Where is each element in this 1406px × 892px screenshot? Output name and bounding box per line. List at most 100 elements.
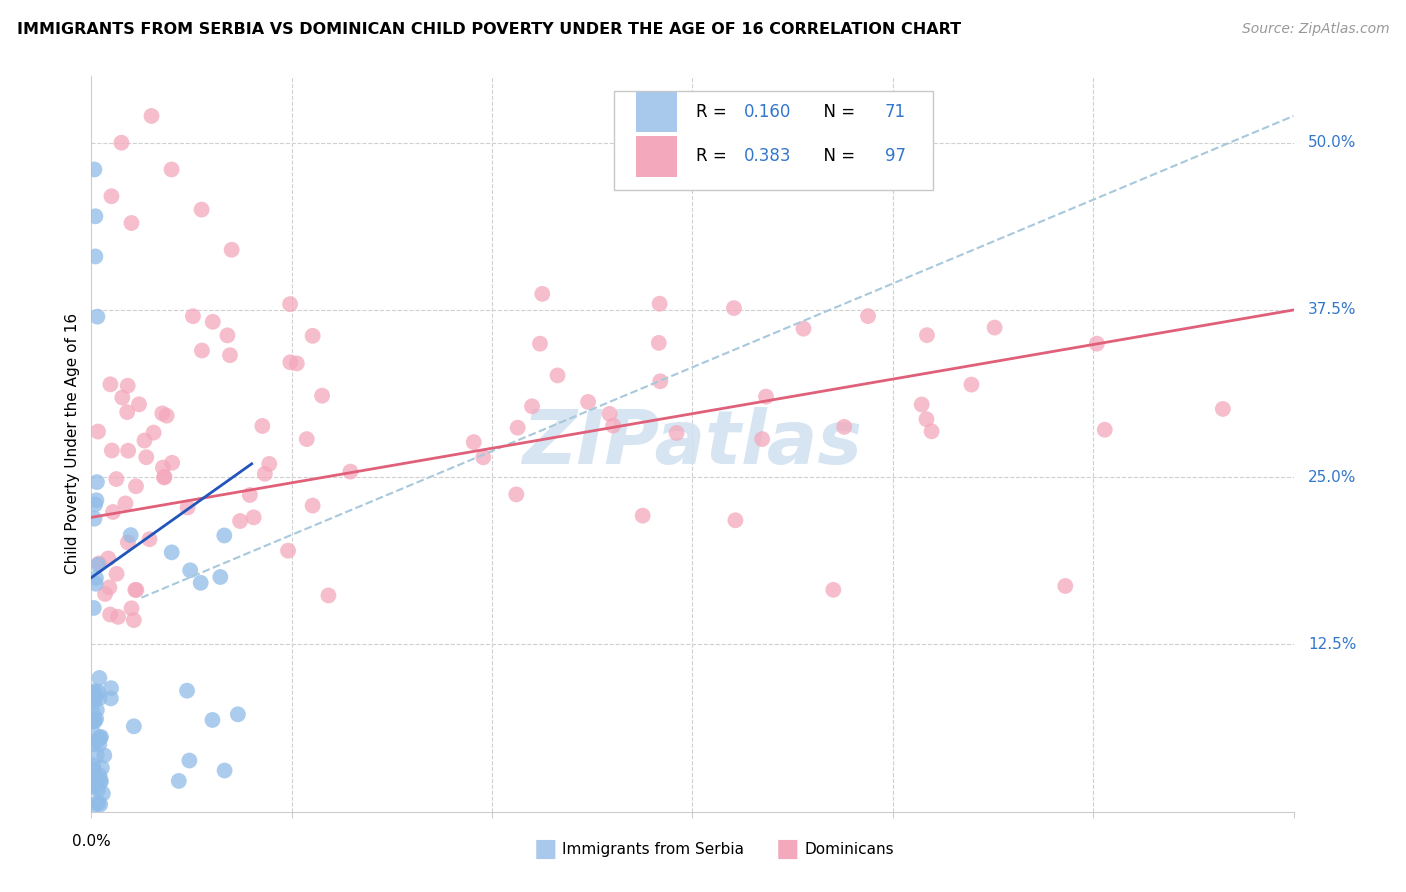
Point <box>117 378 139 392</box>
Point <box>792 321 814 335</box>
Point <box>278 297 301 311</box>
Point <box>983 320 1005 334</box>
Text: N =: N = <box>813 147 860 165</box>
Point <box>89 731 111 746</box>
Point <box>120 528 142 542</box>
Point <box>506 420 529 434</box>
Point <box>915 328 938 343</box>
Point <box>125 479 148 493</box>
Point <box>100 691 122 706</box>
Text: ZIPatlas: ZIPatlas <box>523 408 862 480</box>
Point <box>121 601 143 615</box>
Point <box>239 488 262 502</box>
Point <box>110 136 132 150</box>
Point <box>89 738 111 752</box>
Text: 37.5%: 37.5% <box>1308 302 1357 318</box>
Point <box>80 803 103 817</box>
Point <box>117 443 139 458</box>
Point <box>911 398 934 412</box>
Point <box>153 470 176 484</box>
Point <box>91 787 114 801</box>
Point <box>201 713 224 727</box>
Point <box>209 570 232 584</box>
Point <box>176 683 198 698</box>
Point <box>121 216 143 230</box>
Point <box>141 109 163 123</box>
Point <box>86 310 108 324</box>
Text: 25.0%: 25.0% <box>1308 470 1357 484</box>
Point <box>86 748 108 763</box>
Point <box>82 706 104 721</box>
Point <box>138 532 160 546</box>
Point <box>117 535 139 549</box>
Point <box>648 296 671 310</box>
Text: 97: 97 <box>884 147 905 165</box>
Point <box>229 514 252 528</box>
Text: 50.0%: 50.0% <box>1308 136 1357 150</box>
Point <box>87 557 110 571</box>
Point <box>160 162 183 177</box>
Point <box>201 315 224 329</box>
Point <box>150 406 173 420</box>
Text: N =: N = <box>813 103 860 121</box>
Point <box>856 309 879 323</box>
Point <box>547 368 569 383</box>
Point <box>181 309 204 323</box>
Text: 0.0%: 0.0% <box>72 834 111 849</box>
Point <box>82 685 104 699</box>
Point <box>83 162 105 177</box>
Point <box>90 761 112 775</box>
Point <box>83 601 105 615</box>
Point <box>83 694 105 708</box>
Point <box>153 470 176 484</box>
Text: R =: R = <box>696 147 733 165</box>
Point <box>167 773 190 788</box>
Point <box>89 768 111 782</box>
Point <box>531 286 554 301</box>
Point <box>179 754 201 768</box>
Point <box>87 796 110 810</box>
Point <box>1094 423 1116 437</box>
Text: Dominicans: Dominicans <box>804 842 894 856</box>
Point <box>278 355 301 369</box>
Point <box>84 576 107 591</box>
Point <box>226 707 249 722</box>
Point <box>135 450 157 465</box>
Point <box>832 420 855 434</box>
Point <box>160 545 183 559</box>
Point <box>122 613 145 627</box>
Point <box>84 780 107 794</box>
Y-axis label: Child Poverty Under the Age of 16: Child Poverty Under the Age of 16 <box>65 313 80 574</box>
Point <box>190 202 212 217</box>
Point <box>156 409 179 423</box>
Point <box>960 377 983 392</box>
Point <box>105 472 128 486</box>
Text: IMMIGRANTS FROM SERBIA VS DOMINICAN CHILD POVERTY UNDER THE AGE OF 16 CORRELATIO: IMMIGRANTS FROM SERBIA VS DOMINICAN CHIL… <box>17 22 960 37</box>
Point <box>98 377 121 392</box>
Point <box>84 684 107 698</box>
Point <box>101 443 124 458</box>
Point <box>125 582 148 597</box>
Point <box>1085 336 1108 351</box>
FancyBboxPatch shape <box>636 92 676 133</box>
Point <box>82 688 104 702</box>
Point <box>1212 401 1234 416</box>
Point <box>87 558 110 572</box>
Point <box>115 405 138 419</box>
Point <box>114 496 136 510</box>
Point <box>83 512 105 526</box>
Point <box>122 719 145 733</box>
Point <box>751 432 773 446</box>
Point <box>301 499 323 513</box>
Point <box>520 399 543 413</box>
Point <box>219 348 242 362</box>
Point <box>97 551 120 566</box>
Point <box>339 465 361 479</box>
Point <box>83 691 105 706</box>
Point <box>285 356 308 370</box>
Point <box>84 689 107 703</box>
Point <box>823 582 845 597</box>
Point <box>82 714 104 729</box>
Point <box>277 543 299 558</box>
Text: 71: 71 <box>884 103 905 121</box>
